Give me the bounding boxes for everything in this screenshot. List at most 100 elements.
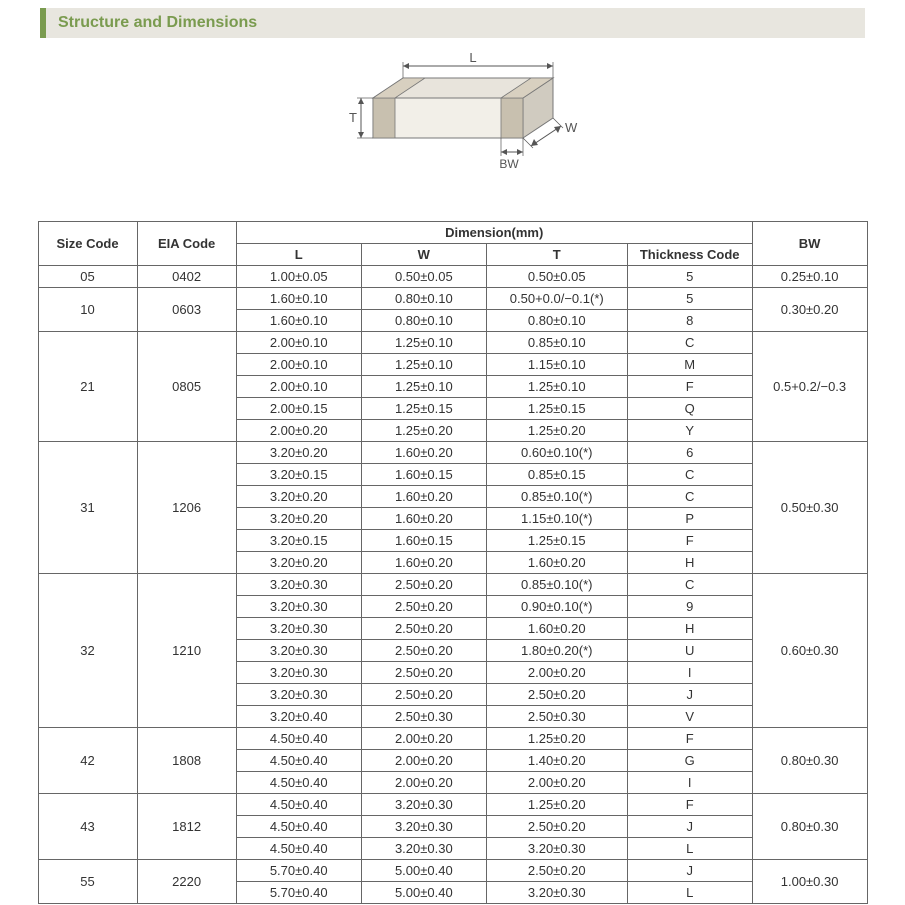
cell-W: 1.60±0.20 xyxy=(361,486,486,508)
cell-T: 1.25±0.15 xyxy=(486,530,627,552)
cell-eia: 1812 xyxy=(137,794,236,860)
cell-T: 3.20±0.30 xyxy=(486,838,627,860)
cell-L: 4.50±0.40 xyxy=(236,838,361,860)
cell-L: 4.50±0.40 xyxy=(236,750,361,772)
cell-W: 1.60±0.15 xyxy=(361,530,486,552)
cell-L: 3.20±0.30 xyxy=(236,618,361,640)
cell-W: 2.50±0.20 xyxy=(361,640,486,662)
cell-T: 1.15±0.10(*) xyxy=(486,508,627,530)
diagram-label-L: L xyxy=(469,50,476,65)
cell-size: 05 xyxy=(38,266,137,288)
cell-W: 2.00±0.20 xyxy=(361,750,486,772)
table-row: 4318124.50±0.403.20±0.301.25±0.20F0.80±0… xyxy=(38,794,867,816)
cell-W: 1.60±0.20 xyxy=(361,442,486,464)
cell-tc: H xyxy=(627,552,752,574)
cell-size: 31 xyxy=(38,442,137,574)
cell-W: 2.00±0.20 xyxy=(361,772,486,794)
col-dim: Dimension(mm) xyxy=(236,222,752,244)
col-eia: EIA Code xyxy=(137,222,236,266)
cell-L: 4.50±0.40 xyxy=(236,794,361,816)
cell-eia: 1206 xyxy=(137,442,236,574)
cell-W: 1.60±0.20 xyxy=(361,508,486,530)
cell-bw: 1.00±0.30 xyxy=(752,860,867,904)
cell-L: 1.00±0.05 xyxy=(236,266,361,288)
cell-size: 42 xyxy=(38,728,137,794)
cell-T: 0.60±0.10(*) xyxy=(486,442,627,464)
cell-L: 3.20±0.20 xyxy=(236,442,361,464)
cell-T: 1.40±0.20 xyxy=(486,750,627,772)
cell-bw: 0.30±0.20 xyxy=(752,288,867,332)
cell-size: 55 xyxy=(38,860,137,904)
cell-W: 1.25±0.10 xyxy=(361,354,486,376)
cell-T: 0.85±0.10(*) xyxy=(486,486,627,508)
cell-W: 2.50±0.20 xyxy=(361,662,486,684)
cell-tc: F xyxy=(627,530,752,552)
cell-tc: C xyxy=(627,464,752,486)
cell-L: 2.00±0.10 xyxy=(236,376,361,398)
cell-W: 5.00±0.40 xyxy=(361,860,486,882)
cell-tc: Y xyxy=(627,420,752,442)
cell-tc: 9 xyxy=(627,596,752,618)
cell-W: 2.50±0.20 xyxy=(361,574,486,596)
cell-T: 1.80±0.20(*) xyxy=(486,640,627,662)
cell-tc: C xyxy=(627,332,752,354)
col-bw: BW xyxy=(752,222,867,266)
col-T: T xyxy=(486,244,627,266)
cell-T: 2.00±0.20 xyxy=(486,772,627,794)
cell-L: 3.20±0.30 xyxy=(236,596,361,618)
col-L: L xyxy=(236,244,361,266)
cell-tc: F xyxy=(627,376,752,398)
cell-T: 1.60±0.20 xyxy=(486,552,627,574)
diagram-label-T: T xyxy=(349,110,357,125)
cell-size: 10 xyxy=(38,288,137,332)
table-row: 2108052.00±0.101.25±0.100.85±0.10C0.5+0.… xyxy=(38,332,867,354)
cell-W: 1.60±0.20 xyxy=(361,552,486,574)
cell-W: 0.50±0.05 xyxy=(361,266,486,288)
cell-T: 1.25±0.20 xyxy=(486,794,627,816)
table-row: 5522205.70±0.405.00±0.402.50±0.20J1.00±0… xyxy=(38,860,867,882)
cell-L: 4.50±0.40 xyxy=(236,816,361,838)
cell-T: 0.80±0.10 xyxy=(486,310,627,332)
cell-W: 2.50±0.20 xyxy=(361,684,486,706)
cell-T: 0.50+0.0/−0.1(*) xyxy=(486,288,627,310)
cell-tc: C xyxy=(627,486,752,508)
cell-T: 0.50±0.05 xyxy=(486,266,627,288)
cell-tc: F xyxy=(627,794,752,816)
cell-T: 0.85±0.10(*) xyxy=(486,574,627,596)
cell-L: 3.20±0.15 xyxy=(236,530,361,552)
cell-L: 5.70±0.40 xyxy=(236,882,361,904)
cell-T: 2.50±0.20 xyxy=(486,860,627,882)
dimension-diagram: L T W BW xyxy=(0,48,905,203)
cell-L: 4.50±0.40 xyxy=(236,728,361,750)
cell-W: 0.80±0.10 xyxy=(361,288,486,310)
cell-L: 2.00±0.10 xyxy=(236,354,361,376)
col-size: Size Code xyxy=(38,222,137,266)
cell-tc: L xyxy=(627,838,752,860)
cell-tc: 5 xyxy=(627,288,752,310)
cell-tc: J xyxy=(627,684,752,706)
cell-bw: 0.25±0.10 xyxy=(752,266,867,288)
cell-W: 1.25±0.10 xyxy=(361,376,486,398)
cell-T: 1.25±0.20 xyxy=(486,728,627,750)
cell-L: 2.00±0.20 xyxy=(236,420,361,442)
cell-bw: 0.50±0.30 xyxy=(752,442,867,574)
table-row: 0504021.00±0.050.50±0.050.50±0.0550.25±0… xyxy=(38,266,867,288)
cell-tc: Q xyxy=(627,398,752,420)
cell-size: 43 xyxy=(38,794,137,860)
cell-T: 2.50±0.20 xyxy=(486,684,627,706)
cell-tc: J xyxy=(627,816,752,838)
cell-L: 3.20±0.20 xyxy=(236,552,361,574)
table-row: 1006031.60±0.100.80±0.100.50+0.0/−0.1(*)… xyxy=(38,288,867,310)
cell-tc: H xyxy=(627,618,752,640)
cell-tc: U xyxy=(627,640,752,662)
cell-W: 0.80±0.10 xyxy=(361,310,486,332)
cell-eia: 1808 xyxy=(137,728,236,794)
cell-T: 1.25±0.15 xyxy=(486,398,627,420)
cell-tc: P xyxy=(627,508,752,530)
cell-T: 1.15±0.10 xyxy=(486,354,627,376)
table-row: 3112063.20±0.201.60±0.200.60±0.10(*)60.5… xyxy=(38,442,867,464)
dimensions-table: Size Code EIA Code Dimension(mm) BW L W … xyxy=(38,221,868,904)
cell-W: 5.00±0.40 xyxy=(361,882,486,904)
cell-eia: 0805 xyxy=(137,332,236,442)
cell-tc: G xyxy=(627,750,752,772)
